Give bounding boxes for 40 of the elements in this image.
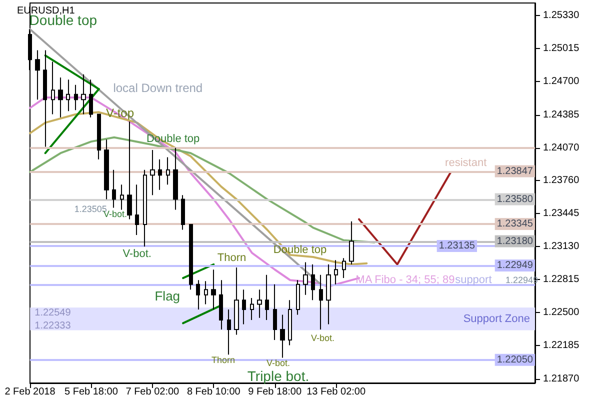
ref-line-label: 1.23345 — [496, 218, 534, 230]
ref-line-label: 1.23135 — [438, 240, 476, 252]
annotation: V-bot. — [122, 248, 152, 260]
y-tick-label: 1.22815 — [543, 274, 580, 286]
annotation: Thorn — [212, 355, 236, 365]
band-label: Support Zone — [463, 312, 530, 325]
y-tick-label: 1.24070 — [543, 142, 580, 154]
y-tick-label: 1.23130 — [543, 241, 580, 252]
y-tick-label: 1.23445 — [543, 208, 580, 219]
x-tick-label: 13 Feb 02:00 — [306, 386, 366, 398]
x-tick-label: 8 Feb 10:00 — [186, 386, 241, 398]
annotation: 1.22333 — [34, 320, 72, 332]
annotation: V-bot. — [311, 333, 335, 343]
ref-line-label: 1.23180 — [496, 236, 534, 247]
annotation: V-bot. — [266, 358, 290, 368]
y-tick-label: 1.23760 — [543, 174, 580, 186]
annotation: V-top — [106, 106, 134, 120]
annotation: 1.22549 — [34, 308, 72, 318]
x-tick-label: 2 Feb 2018 — [4, 386, 56, 398]
y-tick-label: 1.24385 — [543, 109, 580, 120]
annotation: Thorn — [217, 252, 246, 264]
annotation: Flag — [154, 288, 180, 304]
ref-line-label: 1.23580 — [496, 194, 534, 205]
y-tick-label: 1.25330 — [543, 10, 580, 22]
x-tick-label: 5 Feb 18:00 — [64, 386, 118, 398]
y-tick-label: 1.22185 — [543, 340, 580, 352]
y-tick-label: 1.25015 — [543, 43, 580, 54]
annotation: MA Fibo - 34; 55; 89 — [356, 274, 455, 286]
ref-line-label: 1.22050 — [496, 354, 534, 366]
x-tick-label: 7 Feb 02:00 — [126, 386, 180, 398]
y-tick-label: 1.24700 — [543, 76, 580, 88]
annotation: support — [455, 274, 492, 286]
y-tick-label: 1.22500 — [543, 307, 580, 318]
x-tick-label: 9 Feb 18:00 — [248, 386, 302, 398]
annotation: Triple bot. — [247, 368, 310, 384]
y-tick-label: 1.21870 — [543, 373, 580, 384]
annotation: resistant — [445, 157, 487, 169]
ref-line-label: 1.23847 — [496, 166, 534, 177]
annotation: local Down trend — [113, 81, 203, 95]
ref-line-label: 1.22949 — [496, 260, 534, 272]
